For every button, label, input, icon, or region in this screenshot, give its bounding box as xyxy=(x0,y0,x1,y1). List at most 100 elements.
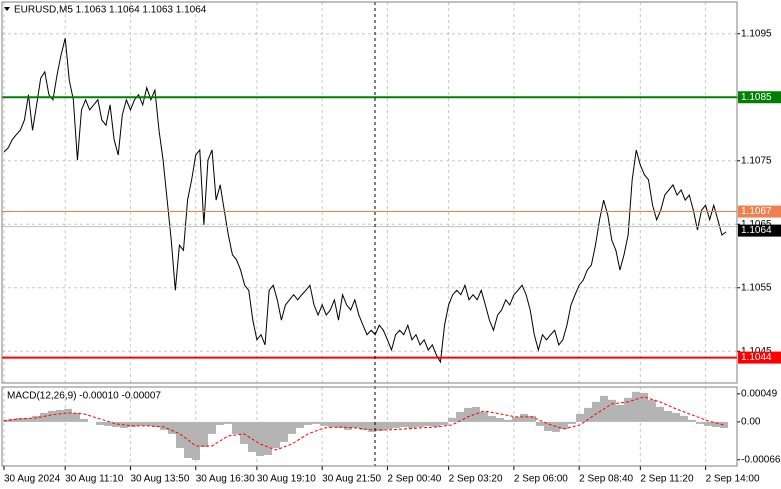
main-frame xyxy=(1,1,738,384)
x-tick-label: 2 Sep 03:20 xyxy=(449,474,503,485)
level-label-box xyxy=(738,351,781,364)
macd-bar xyxy=(80,418,88,422)
macd-bar xyxy=(632,391,640,422)
macd-bar xyxy=(360,421,368,430)
macd-bar xyxy=(320,421,328,426)
x-tick-label: 30 Aug 16:30 xyxy=(196,474,255,485)
chart-title: EURUSD,M5 1.1063 1.1064 1.1063 1.1064 xyxy=(14,5,207,16)
macd-bar xyxy=(696,421,704,424)
macd-bar xyxy=(264,421,272,456)
macd-bar xyxy=(280,421,288,442)
x-tick-label: 2 Sep 00:40 xyxy=(387,474,441,485)
macd-bar xyxy=(672,412,680,422)
x-tick-label: 2 Sep 11:20 xyxy=(640,474,694,485)
x-tick-label: 2 Sep 06:00 xyxy=(514,474,568,485)
macd-bar xyxy=(160,421,168,430)
level-label-box xyxy=(738,205,781,218)
macd-bar xyxy=(432,421,440,427)
macd-bar xyxy=(32,415,40,422)
macd-bar xyxy=(392,421,400,428)
macd-bar xyxy=(296,421,304,428)
y-tick-label: 1.1095 xyxy=(741,28,772,39)
macd-bar xyxy=(168,421,176,434)
macd-bar xyxy=(464,407,472,422)
y-tick-label: 1.1075 xyxy=(741,155,772,166)
macd-bar xyxy=(624,397,632,422)
macd-bar xyxy=(96,421,104,425)
x-tick-label: 30 Aug 11:10 xyxy=(65,474,124,485)
macd-bar xyxy=(648,399,656,422)
macd-bar xyxy=(40,412,48,422)
last-price-box xyxy=(738,224,781,237)
macd-bar xyxy=(592,401,600,422)
macd-bar xyxy=(248,421,256,452)
y-tick-label: -0.00066 xyxy=(741,454,781,465)
macd-bar xyxy=(456,411,464,422)
macd-bar xyxy=(128,421,136,427)
macd-bar xyxy=(48,410,56,422)
x-tick-label: 30 Aug 13:50 xyxy=(130,474,189,485)
macd-bar xyxy=(16,417,24,422)
macd-bar xyxy=(520,413,528,422)
x-tick-label: 30 Aug 2024 xyxy=(4,474,61,485)
macd-bar xyxy=(480,411,488,422)
macd-bar xyxy=(152,421,160,427)
level-label-box xyxy=(738,91,781,104)
macd-bar xyxy=(112,421,120,427)
x-tick-label: 30 Aug 21:50 xyxy=(322,474,381,485)
x-tick-label: 2 Sep 08:40 xyxy=(579,474,633,485)
macd-bar xyxy=(416,421,424,427)
level-label: 1.1085 xyxy=(741,92,772,103)
macd-bar xyxy=(336,421,344,428)
y-tick-label: 1.1045 xyxy=(741,346,772,357)
menu-arrow xyxy=(4,7,10,11)
macd-bar xyxy=(72,412,80,422)
macd-bar xyxy=(176,421,184,448)
macd-bar xyxy=(192,421,200,460)
macd-bar xyxy=(680,415,688,422)
macd-bar xyxy=(712,421,720,427)
macd-bar xyxy=(544,421,552,431)
macd-bar xyxy=(704,421,712,426)
macd-bar xyxy=(664,410,672,422)
macd-bar xyxy=(384,421,392,429)
macd-bar xyxy=(584,407,592,422)
macd-bar xyxy=(304,421,312,425)
macd-bar xyxy=(496,417,504,422)
macd-bar xyxy=(240,421,248,444)
macd-bar xyxy=(144,421,152,426)
macd-bar xyxy=(408,421,416,428)
macd-bar xyxy=(216,421,224,425)
macd-bar xyxy=(536,421,544,426)
macd-bar xyxy=(448,417,456,422)
macd-bar xyxy=(608,399,616,422)
macd-bar xyxy=(640,392,648,422)
macd-bar xyxy=(208,421,216,434)
macd-bar xyxy=(352,421,360,428)
macd-bar xyxy=(440,421,448,425)
macd-bar xyxy=(24,417,32,422)
macd-bar xyxy=(200,421,208,447)
macd-bar xyxy=(256,421,264,456)
price-line xyxy=(3,38,727,364)
macd-bar xyxy=(232,421,240,434)
x-tick-label: 2 Sep 14:00 xyxy=(706,474,760,485)
y-tick-label: 0.00 xyxy=(741,417,761,428)
macd-bar xyxy=(576,413,584,422)
macd-bar xyxy=(424,421,432,426)
macd-bar xyxy=(328,421,336,427)
macd-bar xyxy=(656,406,664,422)
macd-bar xyxy=(488,415,496,422)
macd-bar xyxy=(224,421,232,424)
macd-title: MACD(12,26,9) -0.00010 -0.00007 xyxy=(7,391,161,402)
macd-bar xyxy=(720,421,728,428)
macd-bar xyxy=(344,421,352,430)
macd-bar xyxy=(8,418,16,422)
level-label: 1.1044 xyxy=(741,352,772,363)
macd-bar xyxy=(512,416,520,422)
macd-bar xyxy=(560,421,568,429)
y-tick-label: 1.1055 xyxy=(741,282,772,293)
